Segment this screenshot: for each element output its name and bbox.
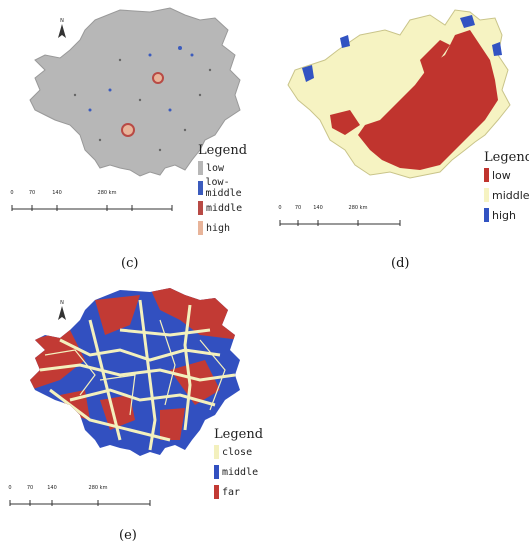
legend-e: Legend close middle far [214, 427, 263, 502]
legend-swatch [484, 208, 489, 222]
legend-swatch [198, 221, 203, 235]
legend-swatch [484, 188, 489, 202]
caption-d: (d) [391, 256, 410, 271]
legend-d: Legend low middle high [484, 150, 529, 225]
map-c [29, 7, 241, 177]
caption-e: (e) [119, 528, 137, 543]
scale-bar-e: 0 70 140 280 km [8, 485, 151, 506]
legend-swatch [214, 465, 219, 479]
map-panel-e: N Legend close middle far 0 70 140 280 k… [0, 280, 270, 550]
scale-bar-d: 0 70 140 280 km [278, 205, 401, 226]
legend-item: high [198, 218, 260, 238]
north-arrow-icon [58, 306, 66, 320]
legend-label: low [492, 168, 511, 182]
legend-item: middle [214, 462, 263, 482]
legend-item: middle [484, 185, 529, 205]
legend-swatch [484, 168, 489, 182]
legend-swatch [198, 201, 203, 215]
legend-c: Legend low low-middle middle high [198, 143, 260, 238]
legend-label: middle [492, 188, 529, 202]
legend-label: high [206, 222, 231, 234]
legend-label: middle [206, 202, 243, 214]
map-panel-d: Legend low middle high 0 70 140 280 km (… [270, 0, 529, 280]
legend-item: low [198, 158, 260, 178]
low-zone-d [358, 30, 498, 170]
legend-title: Legend [214, 427, 264, 442]
distance-zones-e [30, 288, 240, 451]
region-outline-c [29, 7, 241, 177]
legend-label: close [222, 446, 253, 458]
north-arrow-c: N [56, 18, 68, 42]
legend-title: Legend [198, 143, 248, 158]
legend-item: middle [198, 198, 260, 218]
high-zone-d [302, 65, 314, 82]
map-panel-c: N Legend low low-middle middle high 0 70… [0, 0, 260, 280]
legend-item: far [214, 482, 263, 502]
north-arrow-icon [58, 24, 66, 38]
legend-label: far [222, 486, 241, 498]
caption-c: (c) [121, 256, 139, 271]
map-e [30, 288, 240, 456]
legend-label: low [206, 162, 225, 174]
legend-swatch [198, 161, 203, 175]
legend-item: low [484, 165, 529, 185]
legend-item: low-middle [198, 177, 260, 199]
legend-item: high [484, 205, 529, 225]
hotspots-c [73, 46, 212, 152]
north-arrow-e: N [56, 300, 68, 324]
map-d [287, 9, 511, 179]
legend-swatch [198, 181, 203, 195]
scale-bar-c: 0 70 140 280 km [10, 190, 173, 211]
legend-title: Legend [484, 150, 529, 165]
legend-label: middle [222, 466, 259, 478]
legend-item: close [214, 442, 263, 462]
legend-swatch [214, 445, 219, 459]
legend-label: high [492, 208, 516, 222]
legend-swatch [214, 485, 219, 499]
legend-label: low-middle [205, 177, 242, 199]
